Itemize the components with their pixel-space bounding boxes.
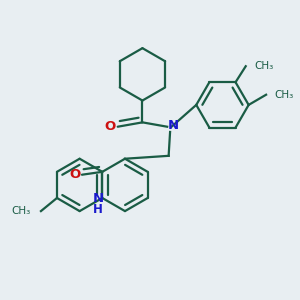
Text: O: O — [69, 168, 80, 181]
Text: CH₃: CH₃ — [275, 90, 294, 100]
Text: O: O — [105, 120, 116, 133]
Text: CH₃: CH₃ — [254, 61, 274, 71]
Text: CH₃: CH₃ — [11, 206, 31, 216]
Text: H: H — [93, 202, 103, 216]
Text: N: N — [167, 119, 178, 132]
Text: N: N — [92, 191, 104, 205]
